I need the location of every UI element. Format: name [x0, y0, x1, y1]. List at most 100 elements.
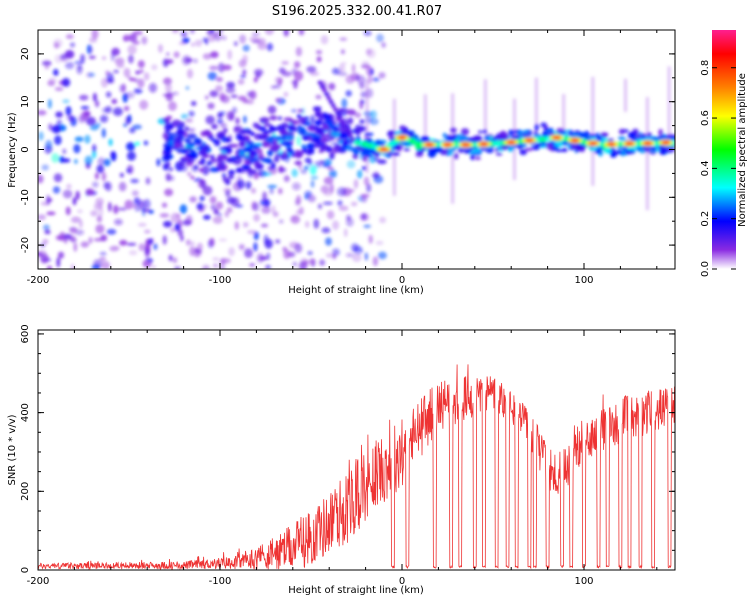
spectral-noise-blob	[215, 201, 224, 210]
spectral-noise-blob	[180, 234, 184, 242]
spectral-noise-blob	[360, 193, 370, 198]
spectral-band-blob	[245, 158, 250, 165]
spectral-band-blob	[267, 149, 273, 157]
spectral-band-blob	[342, 143, 349, 147]
spectral-band-blob	[227, 174, 235, 180]
spectral-band-blob	[472, 135, 483, 142]
spectral-noise-blob	[234, 221, 240, 230]
spectral-hotspot	[443, 142, 452, 147]
spectral-noise-blob	[86, 44, 92, 55]
spectral-band-blob	[461, 136, 469, 141]
spectral-band-blob	[460, 128, 470, 136]
spectral-noise-blob	[185, 118, 194, 123]
spectral-noise-blob	[368, 234, 373, 244]
spectral-noise-blob	[143, 140, 149, 146]
spectral-noise-blob	[137, 78, 145, 88]
spectral-noise-blob	[88, 55, 96, 60]
spectral-noise-blob	[158, 44, 163, 53]
spectral-noise-blob	[178, 161, 185, 167]
spectral-band-blob	[643, 146, 652, 152]
spectral-band-blob	[294, 160, 302, 166]
spectral-hotspot	[606, 142, 616, 147]
spectral-noise-blob	[141, 36, 148, 45]
spectral-band-blob	[188, 134, 198, 138]
spectral-band-blob	[226, 157, 233, 163]
spectral-band-blob	[262, 130, 269, 135]
spectral-noise-blob	[303, 165, 309, 171]
spectral-noise-blob	[108, 138, 113, 147]
spectral-noise-blob	[298, 206, 304, 215]
spectral-band-blob	[297, 109, 304, 113]
spectral-noise-blob	[38, 110, 47, 116]
spectral-band-blob	[450, 127, 457, 133]
spectral-noise-blob	[264, 264, 271, 269]
spectral-band-blob	[531, 145, 541, 151]
spectral-noise-blob	[222, 172, 226, 179]
spectral-noise-blob	[313, 218, 320, 229]
spectral-noise-blob	[172, 257, 178, 264]
spectral-band-blob	[222, 177, 228, 182]
spectral-band-blob	[517, 129, 524, 136]
spectral-noise-blob	[143, 72, 150, 81]
spectral-noise-blob	[371, 173, 380, 178]
spectral-band-blob	[273, 146, 280, 151]
spectral-noise-blob	[209, 65, 219, 71]
spectral-noise-blob	[106, 228, 117, 235]
spectral-band-blob	[377, 159, 387, 164]
spectral-noise-blob	[378, 72, 386, 79]
spectral-band-blob	[211, 123, 218, 130]
spectral-noise-blob	[326, 210, 335, 220]
spectral-noise-blob	[243, 115, 247, 124]
spectral-noise-blob	[325, 253, 334, 258]
spectral-noise-blob	[46, 211, 56, 216]
spectral-noise-blob	[137, 222, 147, 227]
spectral-band-blob	[228, 169, 236, 175]
snr-xtick-label: 0	[399, 576, 405, 587]
spectral-noise-blob	[205, 115, 215, 125]
spectral-band-blob	[235, 167, 242, 173]
spectral-noise-blob	[162, 235, 167, 245]
spectral-noise-blob	[310, 175, 319, 180]
colorbar-tick-label: 0.6	[700, 110, 711, 126]
spectral-noise-blob	[165, 172, 171, 182]
spectral-noise-blob	[165, 59, 174, 64]
spectral-noise-blob	[199, 195, 205, 202]
spectral-band-blob	[166, 115, 173, 120]
spectral-band-blob	[211, 138, 217, 142]
spectral-noise-blob	[126, 151, 136, 161]
spectral-band-blob	[285, 135, 295, 141]
snr-panel: -200 -100 0 100 0 200 400 600 Height of straigh…	[7, 324, 676, 596]
spectral-band-blob	[540, 122, 548, 128]
spectral-noise-blob	[242, 54, 248, 64]
spectral-noise-blob	[341, 98, 348, 109]
spectral-band-blob	[666, 146, 675, 152]
spectral-noise-blob	[364, 252, 369, 261]
spectral-hotspot	[524, 138, 534, 143]
spectral-noise-blob	[346, 160, 356, 169]
spectral-noise-blob	[133, 30, 143, 36]
spectral-band-blob	[429, 146, 440, 152]
spectral-noise-blob	[270, 85, 278, 89]
spectral-noise-blob	[242, 44, 250, 52]
spectral-noise-blob	[350, 243, 359, 252]
spectral-noise-blob	[310, 180, 315, 188]
spectral-band-blob	[210, 158, 219, 162]
spectral-noise-blob	[252, 202, 260, 212]
spectral-band-blob	[348, 117, 354, 125]
spectral-band-blob	[162, 132, 169, 140]
spectral-band-blob	[209, 167, 219, 173]
spectral-noise-blob	[177, 229, 184, 237]
spectral-band-blob	[352, 149, 359, 154]
spectral-noise-blob	[249, 263, 256, 267]
spectral-noise-blob	[88, 236, 93, 244]
spectral-noise-blob	[100, 234, 108, 242]
spectral-band-blob	[164, 145, 172, 152]
spectral-noise-blob	[242, 98, 249, 104]
spectral-noise-blob	[180, 31, 188, 37]
spectral-noise-blob	[217, 112, 224, 119]
spectral-band-blob	[570, 133, 580, 138]
spectral-noise-blob	[369, 68, 374, 76]
spectral-noise-blob	[79, 94, 89, 101]
spectral-band-blob	[427, 150, 437, 158]
colorbar-tick-label: 0.8	[700, 60, 711, 76]
